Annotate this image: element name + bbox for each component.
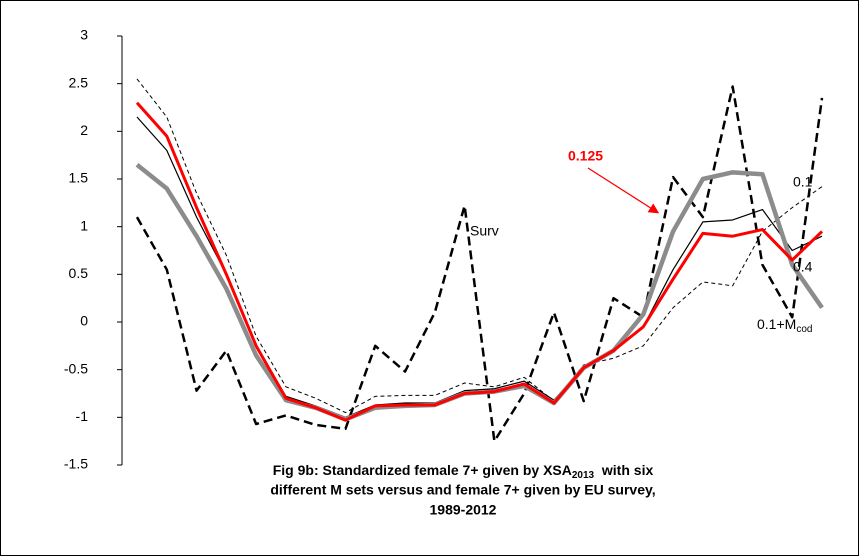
series-label: 0.125 bbox=[568, 148, 603, 164]
y-tick-label: 3 bbox=[80, 27, 88, 43]
chart-title: different M sets versus and female 7+ gi… bbox=[270, 482, 655, 498]
y-tick-label: 0 bbox=[80, 313, 88, 329]
series-line bbox=[135, 101, 824, 422]
title-sub: 2013 bbox=[572, 470, 595, 481]
annotation-arrow bbox=[587, 167, 660, 214]
chart-title: Fig 9b: Standardized female 7+ given by … bbox=[273, 462, 654, 481]
label-sub: cod bbox=[796, 324, 812, 335]
y-tick-label: -1.5 bbox=[64, 456, 88, 472]
label-text: 0.1+M bbox=[757, 316, 796, 332]
y-tick-label: 2 bbox=[80, 122, 88, 138]
series-label: 0.1 bbox=[793, 174, 813, 190]
y-tick-label: 0.5 bbox=[69, 265, 89, 281]
y-tick-label: 1.5 bbox=[69, 170, 89, 186]
series-label: 0.4 bbox=[793, 259, 813, 275]
y-tick-label: -1 bbox=[76, 408, 89, 424]
title-text: with six bbox=[594, 462, 653, 478]
series-label: 0.1+Mcod bbox=[757, 316, 812, 335]
chart-title: 1989-2012 bbox=[430, 502, 497, 518]
series-line bbox=[136, 78, 823, 414]
y-tick-label: 2.5 bbox=[69, 74, 89, 90]
plot-area bbox=[135, 78, 824, 443]
series-label: Surv bbox=[470, 223, 499, 239]
y-tick-label: -0.5 bbox=[64, 360, 88, 376]
title-text: Fig 9b: Standardized female 7+ given by … bbox=[273, 462, 572, 478]
series-line bbox=[135, 85, 824, 443]
y-tick-label: 1 bbox=[80, 217, 88, 233]
